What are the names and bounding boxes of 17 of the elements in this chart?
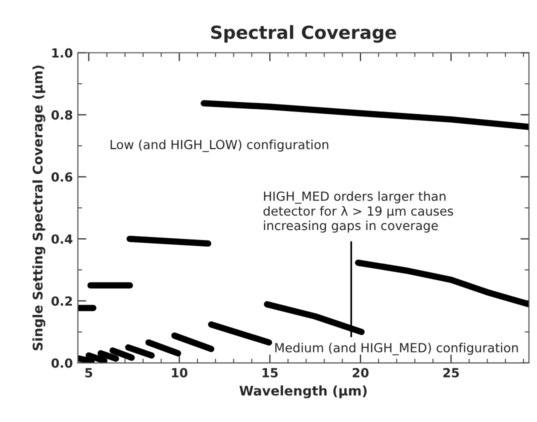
y-tick-label: 0.8 (51, 110, 72, 120)
x-tick-label: 15 (262, 368, 278, 378)
text: Low (and HIGH_LOW) configuration (110, 140, 328, 152)
y-tick-label: 0.0 (51, 358, 72, 368)
chart-title: Spectral Coverage (211, 25, 396, 43)
y-axis-title: Single Setting Spectral Coverage (µm) (32, 66, 46, 350)
y-tick-label: 0.2 (51, 296, 72, 306)
x-tick-label: 20 (352, 368, 369, 378)
x-axis-title: Wavelength (µm) (239, 385, 367, 398)
series-label: Medium (and HIGH_MED) configuration (275, 342, 518, 356)
y-tick-label: 0.6 (51, 172, 72, 182)
y-tick-label: 1.0 (52, 48, 72, 58)
x-tick-label: 10 (172, 368, 188, 378)
annotation: HIGH_MED orders larger than detector for λ > 19 µm causes increasing gaps in coverage (263, 191, 454, 233)
x-tick-label: 5 (85, 368, 92, 378)
y-tick-label: 0.4 (51, 234, 72, 244)
x-tick-label: 25 (443, 368, 459, 378)
